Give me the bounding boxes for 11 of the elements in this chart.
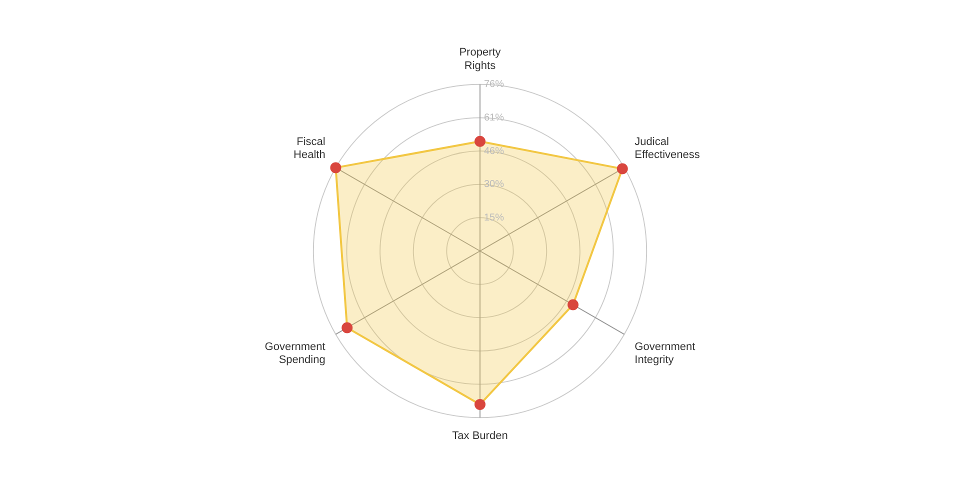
- spoke-label: Tax Burden: [452, 430, 508, 442]
- spoke-label: Government Spending: [264, 340, 326, 366]
- spoke-label: Government Integrity: [634, 340, 696, 366]
- y-tick-label: 76%: [484, 79, 504, 90]
- y-tick-label: 61%: [484, 112, 504, 124]
- spoke-label: Judical Effectiveness: [634, 136, 700, 162]
- spoke-label: Property Rights: [459, 46, 502, 72]
- spoke-label: Fiscal Health: [294, 136, 326, 162]
- y-tick-label: 15%: [484, 212, 504, 224]
- y-tick-label: 46%: [484, 146, 504, 157]
- y-tick-label: 30%: [484, 179, 504, 190]
